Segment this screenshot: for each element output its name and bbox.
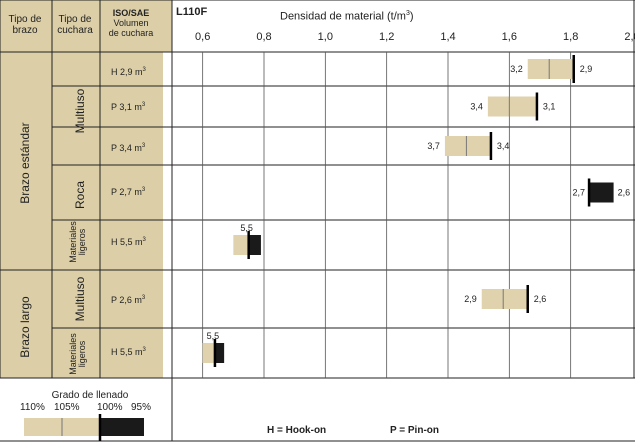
x-tick-label: 0,8 xyxy=(256,31,271,43)
spec-sup: 3 xyxy=(141,295,146,301)
arm-label-long: Brazo largo xyxy=(18,296,32,358)
spec-sup: 3 xyxy=(141,143,146,149)
row-header-bg xyxy=(0,52,163,378)
legend-title: Grado de llenado xyxy=(51,390,129,401)
header-bg-left xyxy=(0,0,172,52)
legend-swatch-dark xyxy=(100,418,144,436)
spec-row-5: P 2,6 m3 xyxy=(111,295,145,305)
x-tick-label: 1,8 xyxy=(563,31,578,43)
bar-light xyxy=(202,343,215,363)
x-tick-label: 1,0 xyxy=(318,31,333,43)
bucket-label-ligeros-2: Materiales ligeros xyxy=(68,333,87,375)
bucket-label-multiuso-1: Multiuso xyxy=(73,88,87,134)
x-tick-label: 1,4 xyxy=(440,31,455,43)
spec-sup: 3 xyxy=(141,102,146,108)
bucket-label-multiuso-2: Multiuso xyxy=(73,276,87,322)
spec-row-1: P 3,1 m3 xyxy=(111,102,145,112)
axis-title-text: Densidad de material (t/m xyxy=(280,10,406,23)
bar-light xyxy=(527,59,574,79)
x-tick-label: 2,0 xyxy=(624,31,635,43)
bar-light xyxy=(487,96,537,117)
legend-pct-95: 95% xyxy=(131,402,152,413)
spec-row-2: P 3,4 m3 xyxy=(111,143,145,153)
spec-sup: 3 xyxy=(142,237,146,243)
spec-text: H 5,5 m xyxy=(111,347,143,357)
bar-label-right: 2,6 xyxy=(534,294,547,304)
spec-text: H 2,9 m xyxy=(111,67,143,77)
axis-title-end: ) xyxy=(409,10,414,23)
legend-pct-110: 110% xyxy=(20,402,45,413)
spec-sup: 3 xyxy=(142,347,146,353)
header-arm-line1: Tipo de xyxy=(8,14,42,25)
bar-dark xyxy=(589,182,614,203)
bar-light xyxy=(444,136,491,156)
bar-dark xyxy=(248,235,261,255)
bar-label-right: 2,9 xyxy=(580,64,593,74)
spec-text: P 2,7 m xyxy=(111,187,142,197)
spec-text: H 5,5 m xyxy=(111,237,143,247)
model-label: L110F xyxy=(176,6,208,18)
header-spec-line1: ISO/SAE xyxy=(112,8,150,18)
bucket-label-roca: Roca xyxy=(73,181,87,210)
spec-text: P 3,4 m xyxy=(111,143,142,153)
header-bucket-type: Tipo de cuchara xyxy=(52,14,98,36)
bar-label-right: 2,6 xyxy=(618,188,631,198)
bucket-label-ligeros-1: Materiales ligeros xyxy=(68,221,87,263)
x-tick-label: 0,6 xyxy=(195,31,210,43)
header-arm-type: Tipo de brazo xyxy=(2,14,48,36)
axis-title-sup: 3 xyxy=(405,10,410,17)
bar-label-top: 5,5 xyxy=(240,223,253,233)
bar-label-left: 3,4 xyxy=(470,102,483,112)
header-bucket-line1: Tipo de xyxy=(58,14,92,25)
bar-light xyxy=(481,289,528,309)
bar-label-left: 2,7 xyxy=(573,188,586,198)
legend-pct-105: 105% xyxy=(54,402,80,413)
spec-text: P 3,1 m xyxy=(111,102,142,112)
spec-row-3: P 2,7 m3 xyxy=(111,187,145,197)
arm-label-standard: Brazo estándar xyxy=(18,122,32,204)
bar-light xyxy=(233,235,249,255)
header-bucket-line2: cuchara xyxy=(57,25,93,36)
legend-hook: H = Hook-on xyxy=(267,425,327,436)
header-spec-line3: de cuchara xyxy=(108,28,154,38)
header-spec: ISO/SAE Volumen de cuchara xyxy=(100,8,162,38)
x-tick-label: 1,2 xyxy=(379,31,394,43)
spec-sup: 3 xyxy=(141,187,146,193)
bar-label-left: 3,7 xyxy=(427,141,440,151)
spec-row-6: H 5,5 m3 xyxy=(111,347,146,357)
legend-pin: P = Pin-on xyxy=(390,425,439,436)
spec-sup: 3 xyxy=(142,67,146,73)
header-arm-line2: brazo xyxy=(12,25,38,36)
x-tick-label: 1,6 xyxy=(502,31,517,43)
bar-label-top: 5,5 xyxy=(207,331,220,341)
spec-row-0: H 2,9 m3 xyxy=(111,67,146,77)
bar-label-left: 3,2 xyxy=(510,64,523,74)
spec-text: P 2,6 m xyxy=(111,295,142,305)
legend-pct-100: 100% xyxy=(97,402,123,413)
bar-label-left: 2,9 xyxy=(464,294,477,304)
header-spec-line2: Volumen xyxy=(113,18,149,28)
spec-row-4: H 5,5 m3 xyxy=(111,237,146,247)
bar-dark xyxy=(214,343,225,363)
axis-title: Densidad de material (t/m3) xyxy=(280,8,414,23)
bar-label-right: 3,4 xyxy=(497,141,510,151)
bar-label-right: 3,1 xyxy=(543,102,556,112)
